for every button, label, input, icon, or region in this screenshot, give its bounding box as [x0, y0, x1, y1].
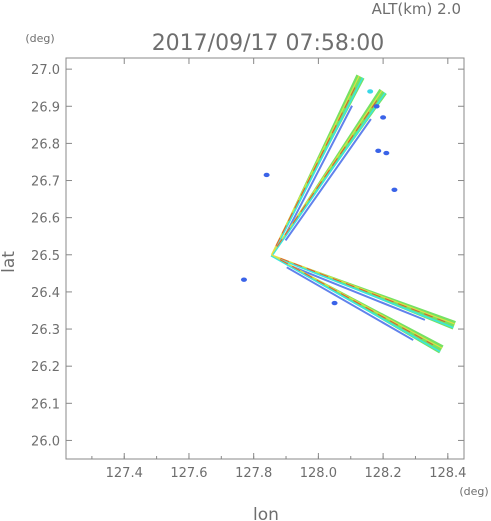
datetime-title: 2017/09/17 07:58:00 [152, 31, 385, 56]
echo-cell [375, 148, 382, 154]
echo-cell [240, 277, 247, 282]
echo-cell [391, 187, 398, 193]
y-tick-label: 27.0 [31, 63, 60, 78]
y-tick-label: 26.2 [31, 360, 60, 375]
y-axis-label: lat [0, 251, 19, 273]
x-tick-label: 127.8 [235, 466, 272, 481]
echo-cell [331, 300, 338, 306]
y-tick-label: 26.4 [31, 286, 60, 301]
echo-cell [383, 150, 390, 156]
x-tick-label: 127.6 [170, 466, 207, 481]
echo-cell [380, 115, 387, 120]
x-axis-ticks: 127.4 127.6 127.8 128.0 128.2 128.4 [91, 58, 466, 481]
y-tick-label: 26.1 [31, 397, 60, 412]
echo-cell [373, 104, 380, 109]
x-tick-label: 128.4 [429, 466, 466, 481]
echo-cell [367, 89, 374, 94]
radar-beam [270, 254, 456, 330]
x-axis-label: lon [253, 505, 279, 521]
y-axis-ticks: 26.0 26.1 26.2 26.3 26.4 26.5 26.6 26.7 26.8 26.9… [31, 63, 464, 449]
y-tick-label: 26.3 [31, 323, 60, 338]
y-tick-label: 26.9 [31, 100, 60, 115]
y-tick-label: 26.8 [31, 137, 60, 152]
x-tick-label: 128.0 [300, 466, 337, 481]
radar-beam [270, 254, 444, 354]
x-unit-label: (deg) [459, 485, 488, 498]
x-tick-label: 128.2 [364, 466, 401, 481]
radar-beam [270, 74, 365, 256]
altitude-label: ALT(km) 2.0 [372, 0, 461, 18]
echo-cells [240, 89, 398, 306]
plot-border [65, 57, 465, 460]
y-tick-label: 26.0 [31, 434, 60, 449]
y-tick-label: 26.5 [31, 249, 60, 264]
plot-frame [65, 57, 465, 460]
y-tick-label: 26.7 [31, 175, 60, 190]
radar-beam [270, 88, 387, 256]
radar-beams [270, 74, 456, 354]
x-tick-label: 127.4 [106, 466, 143, 481]
y-unit-label: (deg) [25, 32, 54, 45]
y-tick-label: 26.6 [31, 212, 60, 227]
echo-cell [263, 172, 270, 178]
